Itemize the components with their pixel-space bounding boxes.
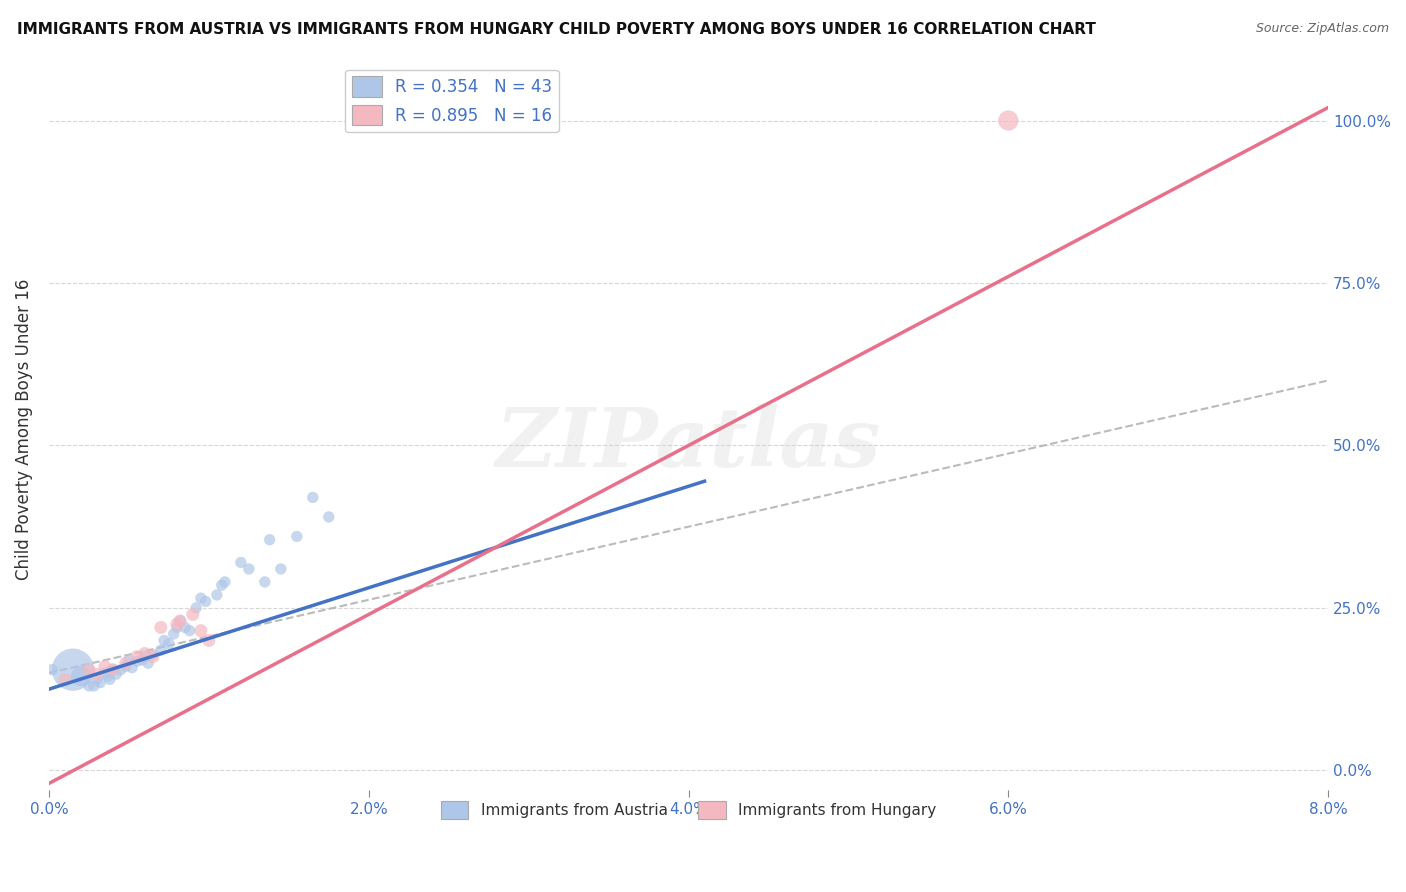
Point [86,673,108,687]
Point [163,627,186,641]
Point [149,643,172,657]
Point [181,607,204,622]
Point [118,653,141,667]
Text: ZIPatlas: ZIPatlas [496,404,882,483]
Point [169,614,191,628]
Point [238,562,260,576]
Legend: Immigrants from Austria, Immigrants from Hungary: Immigrants from Austria, Immigrants from… [434,795,942,826]
Point [318,510,340,524]
Point [179,624,201,638]
Point [77,679,100,693]
Point [142,649,165,664]
Point [142,648,165,662]
Point [253,574,276,589]
Point [997,113,1019,128]
Point [214,574,236,589]
Point [83,679,105,693]
Point [70,669,93,683]
Point [184,601,207,615]
Point [270,562,292,576]
Point [62,663,84,677]
Point [105,667,128,681]
Point [41,663,63,677]
Point [94,665,117,680]
Point [125,654,148,668]
Text: Source: ZipAtlas.com: Source: ZipAtlas.com [1256,22,1389,36]
Point [166,617,188,632]
Point [301,491,323,505]
Point [157,637,180,651]
Point [194,594,217,608]
Point [97,669,120,683]
Point [89,675,111,690]
Point [136,656,159,670]
Point [166,620,188,634]
Point [190,591,212,606]
Point [169,614,191,628]
Point [121,661,143,675]
Point [285,529,308,543]
Point [205,588,228,602]
Point [153,633,176,648]
Y-axis label: Child Poverty Among Boys Under 16: Child Poverty Among Boys Under 16 [15,278,32,580]
Point [101,663,124,677]
Point [190,624,212,638]
Point [259,533,281,547]
Point [173,620,195,634]
Point [134,649,156,664]
Point [110,663,132,677]
Point [229,556,252,570]
Point [94,659,117,673]
Point [149,620,172,634]
Point [198,633,221,648]
Point [211,578,233,592]
Point [131,653,153,667]
Point [101,663,124,677]
Point [86,667,108,681]
Point [114,659,136,673]
Point [98,673,121,687]
Point [53,673,76,687]
Point [134,647,156,661]
Point [125,649,148,664]
Point [114,656,136,670]
Point [77,663,100,677]
Text: IMMIGRANTS FROM AUSTRIA VS IMMIGRANTS FROM HUNGARY CHILD POVERTY AMONG BOYS UNDE: IMMIGRANTS FROM AUSTRIA VS IMMIGRANTS FR… [17,22,1095,37]
